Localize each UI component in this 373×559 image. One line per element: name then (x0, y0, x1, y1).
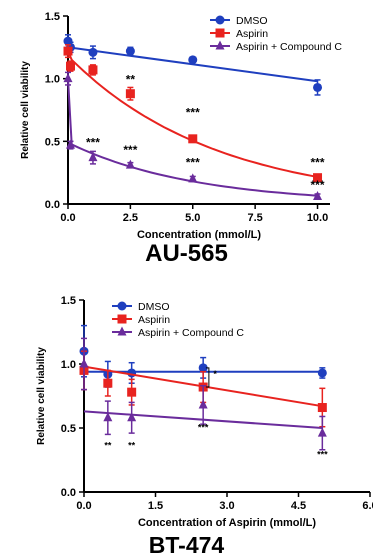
significance-label: * (213, 369, 217, 379)
x-tick-label: 3.0 (219, 500, 234, 512)
significance-label: *** (86, 135, 100, 149)
x-tick-label: 4.5 (291, 500, 306, 512)
significance-label: *** (198, 423, 209, 433)
data-point (103, 412, 113, 422)
data-point (103, 378, 113, 388)
legend-label: DMSO (236, 15, 268, 27)
x-tick-label: 5.0 (185, 212, 200, 224)
legend-label: Aspirin (236, 28, 268, 40)
chart-au-565: 0.0 0.5 1.0 1.5 0.0 2.5 5.0 7.5 10.0 Concentratio… (20, 11, 342, 241)
x-axis-label: Concentration (mmol/L) (137, 229, 261, 241)
data-point (63, 46, 73, 56)
data-point (198, 399, 208, 409)
data-point (313, 190, 323, 200)
x-tick-label: 0.0 (76, 500, 91, 512)
data-point (125, 89, 135, 99)
x-axis-label: Concentration of Aspirin (mmol/L) (138, 517, 316, 529)
legend-marker (215, 28, 225, 38)
x-tick-label: 7.5 (247, 212, 262, 224)
y-tick-label: 1.5 (45, 11, 60, 23)
series-aspirin-compound-c (79, 337, 327, 451)
chart-title-bt-474: BT-474 (148, 532, 225, 558)
data-point (127, 368, 137, 378)
legend-marker (117, 301, 127, 311)
data-point (313, 82, 323, 92)
chart-bt-474: 0.0 0.5 1.0 1.5 0.0 1.5 3.0 4.5 6.0 Concentration… (36, 295, 373, 529)
data-point (317, 403, 327, 413)
data-point (188, 134, 198, 144)
x-tick-label: 1.5 (148, 500, 163, 512)
significance-label: *** (311, 178, 325, 192)
x-tick-label: 6.0 (362, 500, 373, 512)
legend-label: Aspirin (138, 314, 170, 326)
y-tick-label: 1.5 (61, 295, 76, 307)
legend-marker (117, 326, 127, 336)
data-point (88, 65, 98, 75)
series-aspirin-compound-c (63, 71, 323, 200)
significance-label: *** (123, 143, 137, 157)
significance-label: ** (126, 73, 136, 87)
data-point (127, 412, 137, 422)
significance-label: *** (186, 105, 200, 119)
data-point (198, 363, 208, 373)
legend-label: Aspirin + Compound C (138, 327, 244, 339)
data-point (125, 46, 135, 56)
data-point (317, 427, 327, 437)
data-point (188, 55, 198, 65)
significance-label: *** (311, 155, 325, 169)
significance-bracket (205, 367, 210, 388)
data-point (88, 47, 98, 57)
series-aspirin (63, 44, 323, 183)
y-tick-label: 1.0 (45, 74, 60, 86)
y-axis-label: Relative cell viability (36, 347, 47, 445)
data-point (63, 73, 73, 83)
data-point (317, 368, 327, 378)
x-tick-label: 0.0 (60, 212, 75, 224)
y-tick-label: 0.5 (45, 136, 60, 148)
legend-marker (117, 314, 127, 324)
significance-label: *** (317, 449, 328, 459)
data-point (313, 173, 323, 183)
data-point (125, 159, 135, 169)
legend-marker (215, 40, 225, 50)
data-point (88, 152, 98, 162)
legend-marker (215, 15, 225, 25)
data-point (188, 173, 198, 183)
y-axis-label: Relative cell viability (20, 61, 31, 159)
chart-title-au-565: AU-565 (145, 240, 228, 267)
y-tick-label: 1.0 (61, 359, 76, 371)
data-point (127, 387, 137, 397)
x-tick-label: 10.0 (307, 212, 328, 224)
data-point (65, 61, 75, 71)
y-tick-label: 0.0 (45, 199, 60, 211)
data-point (79, 358, 89, 368)
significance-label: ** (104, 440, 112, 450)
y-tick-label: 0.5 (61, 423, 76, 435)
significance-label: ** (128, 440, 136, 450)
data-point (65, 139, 75, 149)
y-tick-label: 0.0 (61, 487, 76, 499)
legend-label: DMSO (138, 301, 170, 313)
legend-label: Aspirin + Compound C (236, 41, 342, 53)
x-tick-label: 2.5 (123, 212, 138, 224)
series-dmso (63, 34, 323, 96)
significance-label: *** (186, 155, 200, 169)
